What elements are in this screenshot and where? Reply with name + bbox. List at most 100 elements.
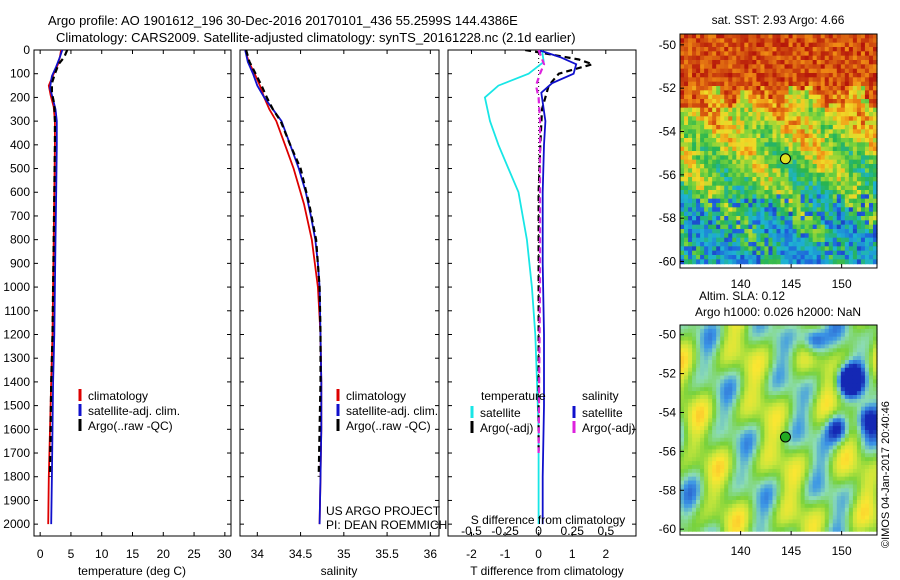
- heatmap-cell: [788, 207, 794, 213]
- heatmap-cell: [808, 181, 814, 187]
- heatmap-cell: [784, 476, 790, 482]
- heatmap-cell: [864, 181, 870, 187]
- heatmap-cell: [828, 138, 834, 143]
- heatmap-cell: [760, 391, 766, 396]
- heatmap-cell: [736, 250, 741, 256]
- heatmap-cell: [712, 94, 717, 100]
- heatmap-cell: [728, 120, 733, 126]
- heatmap-cell: [844, 476, 850, 482]
- heatmap-cell: [844, 51, 850, 57]
- heatmap-cell: [840, 418, 846, 423]
- heatmap-cell: [840, 426, 846, 431]
- heatmap-cell: [780, 410, 786, 416]
- heatmap-cell: [792, 356, 798, 361]
- heatmap-cell: [792, 418, 798, 423]
- heatmap-cell: [720, 325, 725, 330]
- heatmap-cell: [748, 107, 753, 113]
- heatmap-cell: [748, 77, 753, 83]
- heatmap-cell: [704, 255, 709, 260]
- heatmap-cell: [804, 181, 810, 187]
- heatmap-cell: [744, 344, 749, 349]
- heatmap-cell: [844, 207, 850, 213]
- heatmap-cell: [752, 445, 757, 451]
- heatmap-cell: [736, 73, 741, 78]
- heatmap-cell: [688, 468, 693, 474]
- heatmap-cell: [760, 151, 766, 156]
- heatmap-cell: [792, 422, 798, 427]
- heatmap-cell: [784, 207, 790, 213]
- heatmap-cell: [836, 181, 842, 187]
- heatmap-cell: [680, 142, 685, 148]
- heatmap-cell: [868, 81, 874, 87]
- heatmap-cell: [816, 457, 822, 462]
- heatmap-cell: [716, 476, 721, 482]
- heatmap-cell: [856, 433, 862, 439]
- heatmap-cell: [848, 255, 854, 260]
- heatmap-cell: [720, 383, 725, 388]
- heatmap-cell: [848, 410, 854, 416]
- heatmap-cell: [728, 430, 733, 435]
- heatmap-cell: [812, 457, 818, 462]
- heatmap-cell: [692, 159, 697, 165]
- heatmap-cell: [752, 103, 757, 109]
- heatmap-cell: [732, 360, 737, 365]
- heatmap-cell: [684, 216, 689, 221]
- heatmap-cell: [824, 418, 830, 423]
- heatmap-cell: [864, 437, 870, 443]
- heatmap-cell: [772, 194, 778, 200]
- heatmap-cell: [692, 125, 697, 130]
- heatmap-cell: [872, 398, 878, 404]
- heatmap-cell: [860, 233, 866, 239]
- heatmap-cell: [820, 203, 826, 208]
- heatmap-cell: [788, 255, 794, 260]
- heatmap-cell: [788, 194, 794, 200]
- heatmap-cell: [824, 395, 830, 400]
- heatmap-cell: [864, 383, 870, 388]
- heatmap-cell: [696, 325, 701, 330]
- heatmap-cell: [864, 94, 870, 100]
- heatmap-cell: [680, 194, 685, 200]
- heatmap-cell: [760, 99, 766, 104]
- heatmap-cell: [756, 216, 762, 221]
- heatmap-cell: [812, 379, 818, 384]
- heatmap-cell: [708, 190, 713, 195]
- heatmap-cell: [776, 42, 782, 48]
- heatmap-cell: [832, 86, 838, 91]
- heatmap-cell: [728, 344, 733, 349]
- heatmap-cell: [712, 371, 717, 377]
- heatmap-cell: [836, 60, 842, 65]
- heatmap-cell: [752, 449, 757, 454]
- heatmap-cell: [736, 220, 741, 226]
- heatmap-cell: [688, 472, 693, 478]
- heatmap-cell: [704, 344, 709, 349]
- heatmap-cell: [788, 77, 794, 83]
- heatmap-cell: [700, 190, 705, 195]
- heatmap-cell: [760, 133, 766, 139]
- heatmap-cell: [840, 371, 846, 377]
- heatmap-cell: [804, 242, 810, 247]
- heatmap-cell: [828, 194, 834, 200]
- heatmap-cell: [868, 348, 874, 353]
- heatmap-cell: [732, 441, 737, 447]
- heatmap-cell: [820, 449, 826, 454]
- heatmap-cell: [764, 488, 770, 493]
- heatmap-cell: [832, 129, 838, 135]
- heatmap-cell: [780, 375, 786, 381]
- heatmap-cell: [688, 383, 693, 388]
- heatmap-cell: [816, 177, 822, 182]
- heatmap-cell: [716, 340, 721, 346]
- heatmap-cell: [812, 484, 818, 489]
- heatmap-cell: [772, 340, 778, 346]
- heatmap-cell: [832, 194, 838, 200]
- heatmap-cell: [708, 344, 713, 349]
- heatmap-cell: [796, 198, 802, 204]
- heatmap-cell: [852, 367, 858, 373]
- heatmap-cell: [772, 116, 778, 122]
- heatmap-cell: [768, 220, 774, 226]
- heatmap-cell: [792, 116, 798, 122]
- heatmap-cell: [844, 107, 850, 113]
- heatmap-cell: [776, 344, 782, 349]
- heatmap-cell: [832, 146, 838, 152]
- heatmap-cell: [728, 107, 733, 113]
- heatmap-cell: [728, 360, 733, 365]
